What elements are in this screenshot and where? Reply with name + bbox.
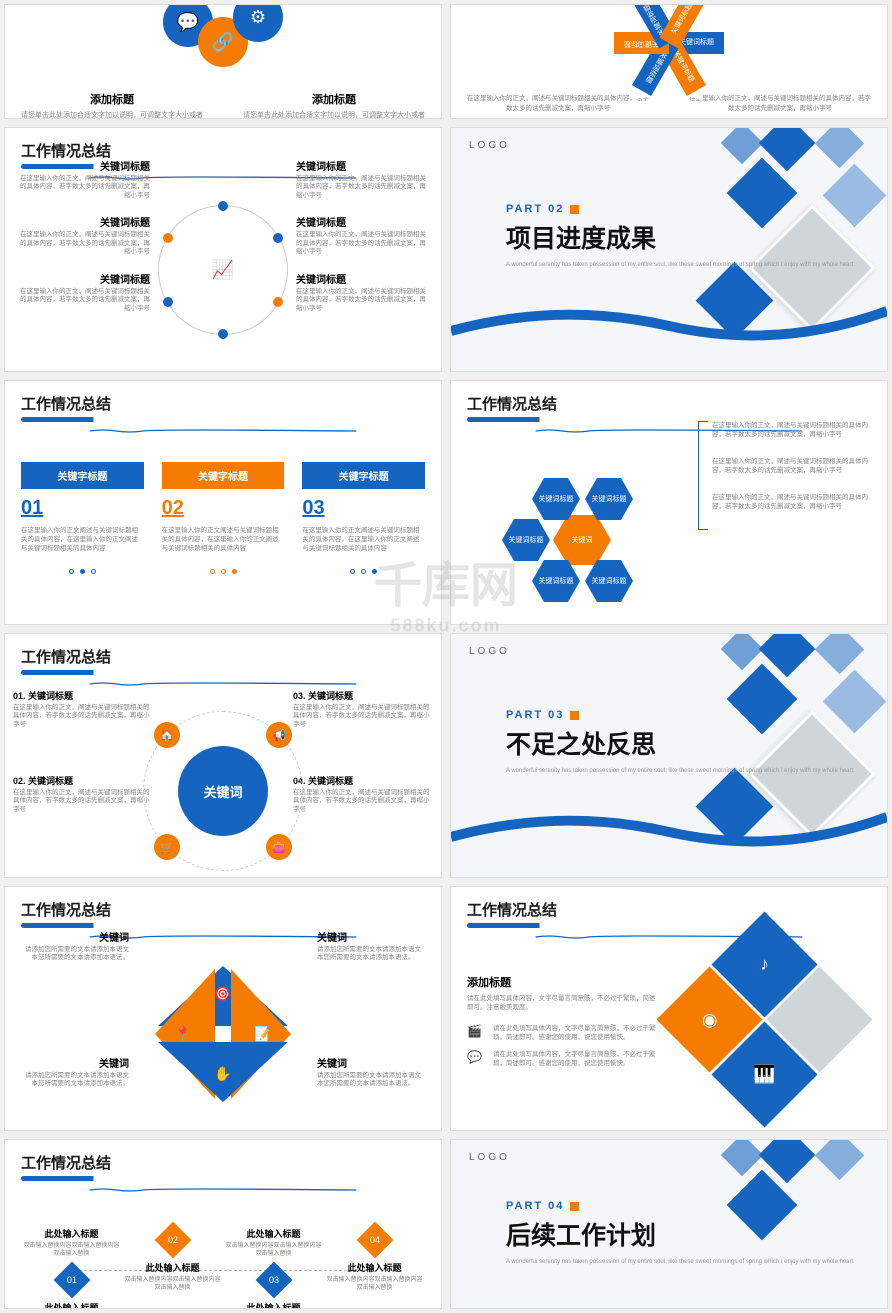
hex-node: 关键词标题	[585, 560, 633, 602]
right-items: 关键词标题在这里输入你的正文，阐述与关键词标题相关的具体内容，若字数太多的话先删…	[296, 158, 431, 327]
card-text: 在这里输入你的正文阐述与关键词标题相关的具体内容，在这里输入你的正文阐述与关键词…	[162, 526, 285, 553]
section-subtitle: A wonderful serenity has taken possessio…	[506, 261, 855, 269]
card-item: 关键字标题 03 在这里输入你的正文阐述与关键词标题相关的具体内容，在这里输入你…	[302, 462, 425, 587]
bubble-desc: 请您单击此处添加合适文字加以说明，可调整文字大小或者颜色等属性。	[21, 111, 203, 119]
hex-center: 关键词	[553, 515, 611, 565]
slide-title: 工作情况总结	[21, 899, 425, 926]
logo-text: LOGO	[469, 646, 510, 657]
left-items: 关键词标题在这里输入你的正文，阐述与关键词标题相关的具体内容，若字数太多的话先删…	[15, 158, 150, 327]
card-item: 关键字标题 01 在这里输入你的正文阐述与关键词标题相关的具体内容，在这里输入你…	[21, 462, 144, 587]
bubble-title: 添加标题	[21, 91, 203, 107]
home-icon: 🏠	[154, 722, 180, 748]
wave-decoration	[451, 296, 887, 346]
section-subtitle: A wonderful serenity has taken possessio…	[506, 767, 855, 775]
hex-node: 关键词标题	[502, 519, 550, 561]
slide-keyword-circle: 工作情况总结 01. 关键词标题在这里输入你的正文，阐述与关键词标题相关的具体内…	[4, 633, 442, 878]
slide-diamond-list: 工作情况总结 添加标题 请在此处填写具体内容，文字尽量言简意赅，不必过于繁琐，简…	[450, 886, 888, 1131]
slide-bubbles: 💬 🔗 ⚙ 添加标题 请您单击此处添加合适文字加以说明，可调整文字大小或者颜色等…	[4, 4, 442, 119]
card-header: 关键字标题	[21, 462, 144, 489]
section-divider-3: LOGO PART 03 不足之处反思 A wonderful serenity…	[450, 633, 888, 878]
map-pin-icon: 📍	[174, 1026, 191, 1043]
slide-title: 工作情况总结	[467, 899, 871, 926]
bubble-desc: 请您单击此处添加合适文字加以说明，可调整文字大小或者颜色等属性。	[243, 111, 425, 119]
tri-label: 关键词请添加您所需要的文本请添加本语文本您所需要的文本请添加本语法。	[19, 1055, 129, 1089]
megaphone-icon: 📢	[266, 722, 292, 748]
wallet-icon: 👛	[266, 834, 292, 860]
note-icon: 📝	[254, 1026, 271, 1043]
part-label: PART 02	[506, 203, 855, 215]
slide-cards: 工作情况总结 关键字标题 01 在这里输入你的正文阐述与关键词标题相关的具体内容…	[4, 380, 442, 625]
slide-triangles: 工作情况总结 🎯 📍 📝 ✋ 关键词请添加您所需要的文本请添加本语文本您所需要的…	[4, 886, 442, 1131]
slide-hexagons: 工作情况总结 关键词 关键词标题 关键词标题 关键词标题 关键词标题 关键词标题…	[450, 380, 888, 625]
kw-item: 03. 关键词标题在这里输入你的正文，阐述与关键词标题相关的具体内容，若字数太多…	[293, 689, 433, 729]
card-item: 关键字标题 02 在这里输入你的正文阐述与关键词标题相关的具体内容，在这里输入你…	[162, 462, 285, 587]
kw-item: 02. 关键词标题在这里输入你的正文，阐述与关键词标题相关的具体内容，若字数太多…	[13, 774, 153, 814]
list-subheading: 请在此处填写具体内容，文字尽量言简意赅，不必过于繁琐，简述即可。注意版美观度。	[467, 994, 657, 1012]
card-number: 03	[302, 497, 425, 520]
section-title: 项目进度成果	[506, 219, 855, 255]
keyword-circle: 关键词 🏠 📢 🛒 👛	[143, 711, 303, 871]
logo-text: LOGO	[469, 140, 510, 151]
slide-title: 工作情况总结	[467, 393, 871, 420]
logo-text: LOGO	[469, 1152, 510, 1163]
chat-icon: 💬	[467, 1050, 485, 1068]
bubble-item: 添加标题 请您单击此处添加合适文字加以说明，可调整文字大小或者颜色等属性。	[243, 91, 425, 119]
timeline-item: 此处输入标题双击输入替换内容双击输入替换内容双击输入替换 01 此处输入标题	[21, 1227, 122, 1309]
target-icon: 🎯	[214, 986, 231, 1003]
part-label: PART 03	[506, 709, 855, 721]
bullet-list: 添加标题 请在此处填写具体内容，文字尽量言简意赅，不必过于繁琐，简述即可。注意版…	[467, 974, 657, 1069]
timeline: 此处输入标题双击输入替换内容双击输入替换内容双击输入替换 01 此处输入标题 0…	[21, 1227, 425, 1309]
section-subtitle: A wonderful serenity has taken possessio…	[506, 1258, 855, 1266]
pinwheel-note: 在这里输入你的正文，阐述与关键词标题相关的具体内容，若字数太多的话先删减文案，再…	[467, 92, 649, 112]
hex-node: 关键词标题	[585, 478, 633, 520]
card-text: 在这里输入你的正文阐述与关键词标题相关的具体内容，在这里输入你的正文阐述与关键词…	[21, 526, 144, 553]
hand-icon: ✋	[214, 1066, 231, 1083]
timeline-item: 此处输入标题双击输入替换内容双击输入替换内容双击输入替换 03 此处输入标题	[223, 1227, 324, 1309]
card-text: 在这里输入你的正文阐述与关键词标题相关的具体内容，在这里输入你的正文阐述与关键词…	[302, 526, 425, 553]
card-number: 01	[21, 497, 144, 520]
timeline-item: 04 此处输入标题双击输入替换内容双击输入替换内容双击输入替换	[324, 1227, 425, 1309]
card-header: 关键字标题	[162, 462, 285, 489]
slide-title: 工作情况总结	[21, 1152, 425, 1179]
pinwheel-diagram: 关键词标题 关键词标题 关键词标题 关键词标题 关键词标题 关键词标题	[609, 4, 729, 92]
slide-title: 工作情况总结	[21, 646, 425, 673]
hex-node: 关键词标题	[532, 560, 580, 602]
card-header: 关键字标题	[302, 462, 425, 489]
kw-item: 01. 关键词标题在这里输入你的正文，阐述与关键词标题相关的具体内容，若字数太多…	[13, 689, 153, 729]
cart-icon: 🛒	[154, 834, 180, 860]
slide-timeline: 工作情况总结 此处输入标题双击输入替换内容双击输入替换内容双击输入替换 01 此…	[4, 1139, 442, 1309]
hex-descriptions: 在这里输入你的正文，阐述与关键词标题相关的具体内容，若字数太多的话先删减文案，再…	[712, 421, 872, 530]
slide-pinwheel: 关键词标题 关键词标题 关键词标题 关键词标题 关键词标题 关键词标题 在这里输…	[450, 4, 888, 119]
tri-label: 关键词请添加您所需要的文本请添加本语文本您所需要的文本请添加本语法。	[19, 929, 129, 963]
hexagon-cluster: 关键词 关键词标题 关键词标题 关键词标题 关键词标题 关键词标题	[497, 463, 667, 618]
bubble-title: 添加标题	[243, 91, 425, 107]
tri-label: 关键词请添加您所需要的文本请添加本语文本您所需要的文本请添加本语法。	[317, 1055, 427, 1089]
section-title: 不足之处反思	[506, 725, 855, 761]
slide-title: 工作情况总结	[21, 393, 425, 420]
section-divider-2: LOGO PART 02 项目进度成果 A wonderful serenity…	[450, 127, 888, 372]
section-title: 后续工作计划	[506, 1216, 855, 1252]
timeline-item: 02 此处输入标题双击输入替换内容双击输入替换内容双击输入替换	[122, 1227, 223, 1309]
pinwheel-note: 在这里输入你的正文，阐述与关键词标题相关的具体内容，若字数太多的话先删减文案，再…	[689, 92, 871, 112]
hex-node: 关键词标题	[532, 478, 580, 520]
slide-circle-keywords: 工作情况总结 关键词标题在这里输入你的正文，阐述与关键词标题相关的具体内容，若字…	[4, 127, 442, 372]
wave-decoration	[451, 802, 887, 852]
triangle-diagram: 🎯 📍 📝 ✋	[153, 964, 293, 1104]
circle-diagram: 📈	[158, 205, 288, 335]
slides-grid: 💬 🔗 ⚙ 添加标题 请您单击此处添加合适文字加以说明，可调整文字大小或者颜色等…	[4, 4, 888, 1309]
bubble-item: 添加标题 请您单击此处添加合适文字加以说明，可调整文字大小或者颜色等属性。	[21, 91, 203, 119]
diamond-grid: ♪ ◉ 🎹	[667, 927, 888, 1107]
tri-label: 关键词请添加您所需要的文本请添加本语文本您所需要的文本请添加本语法。	[317, 929, 427, 963]
growth-icon: 📈	[212, 260, 234, 281]
section-divider-4: LOGO PART 04 后续工作计划 A wonderful serenity…	[450, 1139, 888, 1309]
part-label: PART 04	[506, 1200, 855, 1212]
list-heading: 添加标题	[467, 974, 657, 990]
kw-item: 04. 关键词标题在这里输入你的正文，阐述与关键词标题相关的具体内容，若字数太多…	[293, 774, 433, 814]
film-icon: 🎬	[467, 1024, 485, 1042]
card-number: 02	[162, 497, 285, 520]
